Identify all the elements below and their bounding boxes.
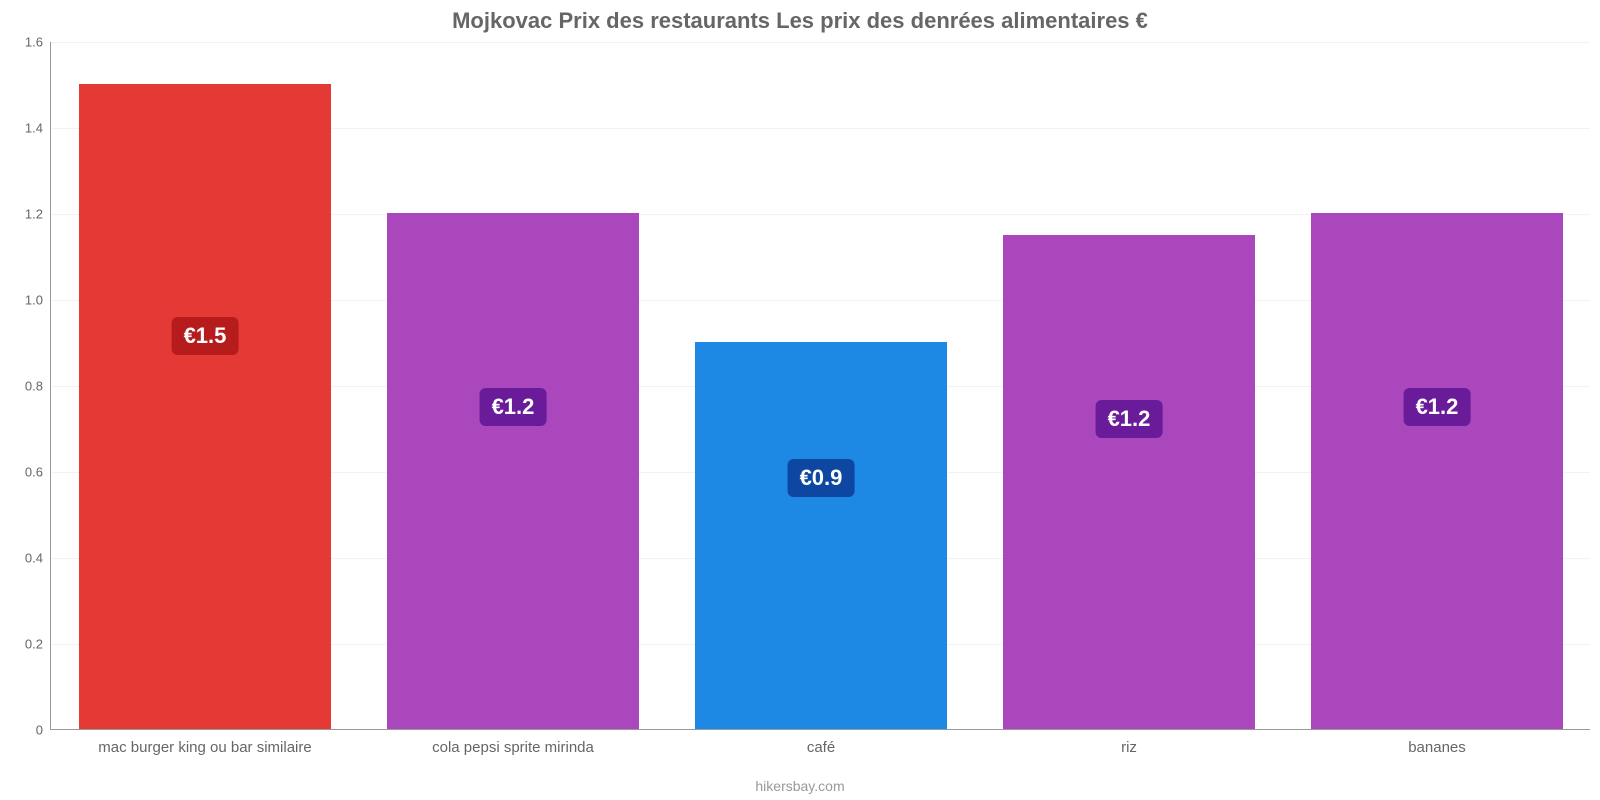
bar-value-label: €1.2	[1404, 388, 1471, 426]
y-tick-label: 0	[36, 723, 51, 738]
y-tick-label: 1.0	[25, 293, 51, 308]
y-tick-label: 1.6	[25, 35, 51, 50]
x-tick-label: cola pepsi sprite mirinda	[432, 729, 594, 756]
bar-value-label: €1.5	[172, 317, 239, 355]
chart-title: Mojkovac Prix des restaurants Les prix d…	[0, 8, 1600, 34]
bar: €1.2	[387, 213, 640, 729]
bar: €1.2	[1003, 235, 1256, 730]
plot-area: 00.20.40.60.81.01.21.41.6€1.5mac burger …	[50, 42, 1590, 730]
x-tick-label: mac burger king ou bar similaire	[98, 729, 311, 756]
bar: €1.5	[79, 84, 332, 729]
y-tick-label: 0.4	[25, 551, 51, 566]
bar-value-label: €1.2	[480, 388, 547, 426]
chart-credit: hikersbay.com	[0, 778, 1600, 794]
bar: €0.9	[695, 342, 948, 729]
x-tick-label: café	[807, 729, 835, 756]
y-tick-label: 1.4	[25, 121, 51, 136]
bar-value-label: €1.2	[1096, 400, 1163, 438]
gridline	[51, 42, 1590, 43]
y-tick-label: 0.2	[25, 637, 51, 652]
y-tick-label: 0.6	[25, 465, 51, 480]
bar: €1.2	[1311, 213, 1564, 729]
x-tick-label: bananes	[1408, 729, 1466, 756]
y-tick-label: 0.8	[25, 379, 51, 394]
price-bar-chart: Mojkovac Prix des restaurants Les prix d…	[0, 0, 1600, 800]
bar-value-label: €0.9	[788, 459, 855, 497]
x-tick-label: riz	[1121, 729, 1137, 756]
y-tick-label: 1.2	[25, 207, 51, 222]
